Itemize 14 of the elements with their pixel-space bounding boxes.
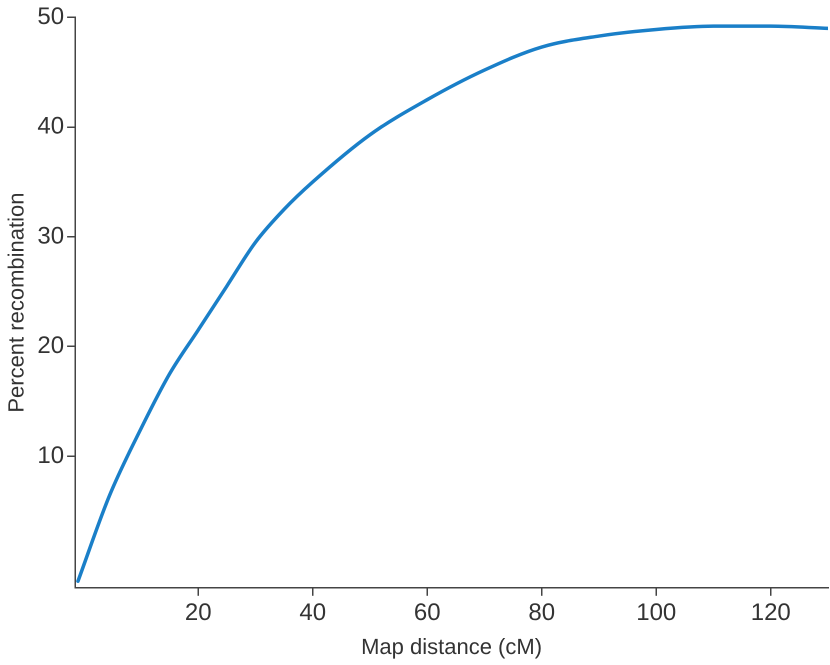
x-axis-title: Map distance (cM) <box>361 634 542 659</box>
y-tick-label: 50 <box>37 3 64 30</box>
x-tick-label: 80 <box>528 598 556 626</box>
y-tick-label: 10 <box>37 442 64 469</box>
x-tick-label: 100 <box>636 598 676 626</box>
y-tick-label: 40 <box>37 112 64 140</box>
y-tick-label: 30 <box>37 222 64 250</box>
line-series <box>76 24 828 583</box>
x-tick-label: 60 <box>414 598 441 626</box>
x-tick-label: 20 <box>184 598 212 626</box>
x-tick-label: 40 <box>299 598 326 626</box>
y-axis-title: Percent recombination <box>3 192 28 413</box>
x-tick-label: 120 <box>750 598 791 626</box>
y-tick-label: 20 <box>37 332 64 360</box>
